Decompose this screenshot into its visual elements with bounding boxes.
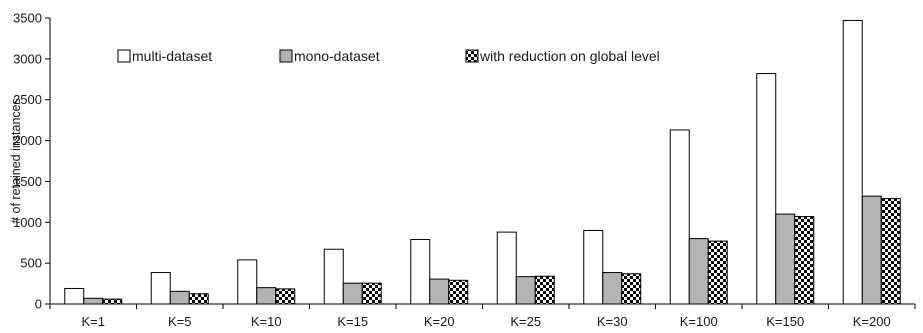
bar-white xyxy=(496,231,517,305)
legend-label: mono-dataset xyxy=(294,48,380,64)
bar-white xyxy=(410,238,431,305)
bar-checkered xyxy=(534,275,555,305)
bar-white xyxy=(669,129,690,305)
y-tick-label: 2500 xyxy=(13,92,42,107)
x-tick-label: K=10 xyxy=(251,314,282,329)
y-tick-label: 0 xyxy=(35,297,42,312)
x-tick-label: K=5 xyxy=(168,314,192,329)
legend-swatch-checkered xyxy=(465,49,479,63)
y-tick-label: 3000 xyxy=(13,51,42,66)
x-tick-label: K=200 xyxy=(853,314,891,329)
legend-swatch-white xyxy=(117,49,131,63)
bar-white xyxy=(150,272,171,305)
bar-gray xyxy=(429,278,450,305)
bar-white xyxy=(323,248,344,305)
bar-checkered xyxy=(621,273,642,305)
bar-gray xyxy=(688,238,709,305)
legend: multi-dataset mono-dataset with reduction … xyxy=(117,48,660,64)
legend-swatch-gray xyxy=(279,49,293,63)
bar-white xyxy=(842,19,863,305)
bar-checkered xyxy=(361,282,382,305)
bar-white xyxy=(756,73,777,305)
bar-gray xyxy=(169,290,190,305)
bar-gray xyxy=(256,287,277,305)
bar-checkered xyxy=(880,198,901,305)
bar-checkered xyxy=(448,279,469,305)
bar-gray xyxy=(515,276,536,305)
y-tick-label: 1000 xyxy=(13,215,42,230)
bar-white xyxy=(237,259,258,305)
x-tick-label: K=100 xyxy=(680,314,718,329)
bar-gray xyxy=(342,282,363,305)
bar-gray xyxy=(775,213,796,305)
bar-gray xyxy=(861,195,882,305)
y-tick-label: 3500 xyxy=(13,11,42,26)
bar-checkered xyxy=(707,240,728,305)
x-tick-label: K=25 xyxy=(510,314,541,329)
bar-white xyxy=(64,287,85,305)
x-tick-label: K=150 xyxy=(766,314,804,329)
axes: 0 500 1000 1500 2000 2500 3000 3500 K=1 K=5 K=10 K=… xyxy=(13,11,916,329)
bar-checkered xyxy=(275,288,296,305)
bar-gray xyxy=(83,297,104,305)
y-tick-label: 2000 xyxy=(13,133,42,148)
x-tick-label: K=15 xyxy=(337,314,368,329)
bar-checkered xyxy=(188,293,209,305)
y-tick-label: 500 xyxy=(20,256,42,271)
legend-label: multi-dataset xyxy=(132,48,212,64)
bar-white xyxy=(583,229,604,305)
bar-gray xyxy=(602,272,623,305)
bar-checkered xyxy=(794,216,815,305)
bars xyxy=(64,19,901,305)
x-tick-label: K=20 xyxy=(424,314,455,329)
bar-checkered xyxy=(102,298,123,305)
y-tick-label: 1500 xyxy=(13,174,42,189)
y-axis-title: # of retained instances xyxy=(9,98,23,224)
x-tick-label: K=1 xyxy=(82,314,106,329)
x-tick-label: K=30 xyxy=(597,314,628,329)
legend-label: with reduction on global level xyxy=(479,48,660,64)
